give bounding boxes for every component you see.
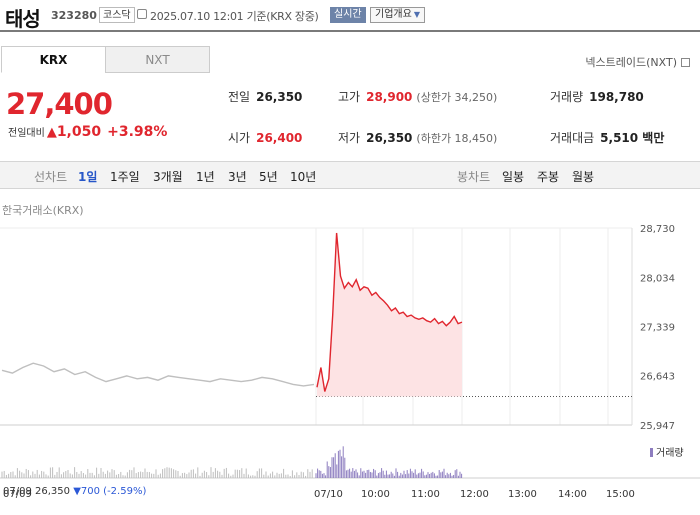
- period-monthly[interactable]: 월봉: [572, 170, 595, 184]
- quote-datetime: 2025.07.10 12:01 기준(KRX 장중): [150, 10, 319, 23]
- period-1w[interactable]: 1주일: [110, 170, 140, 184]
- period-5y[interactable]: 5년: [259, 170, 278, 184]
- y-tick-label: 27,339: [640, 322, 675, 333]
- clock-icon: [137, 9, 147, 19]
- stock-code: 323280: [51, 9, 97, 22]
- period-bar: 선차트 1일 1주일 3개월 1년 3년 5년 10년 봉차트 일봉 주봉 월봉: [0, 161, 700, 189]
- line-chart-label: 선차트: [34, 170, 68, 184]
- external-link-icon: [681, 58, 690, 67]
- y-tick-label: 28,730: [640, 224, 675, 235]
- x-tick-label: 11:00: [411, 489, 440, 500]
- stat-amount: 거래대금 5,510 백만: [550, 131, 665, 145]
- stat-prev-close: 전일 26,350: [228, 90, 303, 104]
- x-tick-label: 13:00: [508, 489, 537, 500]
- company-info-dropdown[interactable]: 기업개요 ▼: [370, 7, 425, 23]
- prev-close-footer: 07/09 26,350 ▼700 (-2.59%): [3, 486, 147, 497]
- tab-krx[interactable]: KRX: [1, 46, 106, 73]
- period-daily[interactable]: 일봉: [502, 170, 525, 184]
- x-tick-label: 15:00: [606, 489, 635, 500]
- period-1d[interactable]: 1일: [78, 170, 98, 184]
- nxt-link[interactable]: 넥스트레이드(NXT): [585, 54, 690, 70]
- period-1y[interactable]: 1년: [196, 170, 215, 184]
- stat-open: 시가 26,400: [228, 131, 303, 145]
- market-badge: 코스닥: [99, 7, 135, 23]
- period-weekly[interactable]: 주봉: [537, 170, 560, 184]
- volume-legend: 거래량: [650, 444, 684, 459]
- chart-caption: 한국거래소(KRX): [2, 204, 84, 217]
- stat-volume: 거래량 198,780: [550, 90, 644, 104]
- stat-high: 고가 28,900 (상한가 34,250): [338, 90, 498, 104]
- y-tick-label: 25,947: [640, 421, 675, 432]
- current-price: 27,400: [6, 87, 113, 121]
- series-today: [316, 232, 463, 392]
- stock-name: 태성: [5, 7, 41, 31]
- volume-swatch: [650, 448, 653, 457]
- x-tick-label: 07/09: [3, 489, 32, 500]
- period-3m[interactable]: 3개월: [153, 170, 183, 184]
- price-change: 전일대비 ▲1,050 +3.98%: [8, 124, 168, 140]
- stock-header: 태성 323280 코스닥 2025.07.10 12:01 기준(KRX 장중…: [0, 0, 700, 32]
- up-triangle-icon: ▲: [46, 125, 57, 140]
- x-tick-label: 14:00: [558, 489, 587, 500]
- candle-chart-label: 봉차트: [457, 170, 491, 184]
- realtime-button[interactable]: 실시간: [330, 7, 366, 23]
- x-tick-label: 12:00: [460, 489, 489, 500]
- x-tick-label: 10:00: [361, 489, 390, 500]
- period-3y[interactable]: 3년: [228, 170, 247, 184]
- series-today-area: [317, 233, 462, 397]
- x-tick-label: 07/10: [314, 489, 343, 500]
- stat-low: 저가 26,350 (하한가 18,450): [338, 131, 498, 145]
- period-10y[interactable]: 10년: [290, 170, 317, 184]
- series-prev-day: [1, 362, 315, 387]
- tab-nxt[interactable]: NXT: [105, 46, 210, 73]
- chevron-down-icon: ▼: [413, 10, 420, 19]
- y-tick-label: 26,643: [640, 372, 675, 383]
- y-tick-label: 28,034: [640, 273, 675, 284]
